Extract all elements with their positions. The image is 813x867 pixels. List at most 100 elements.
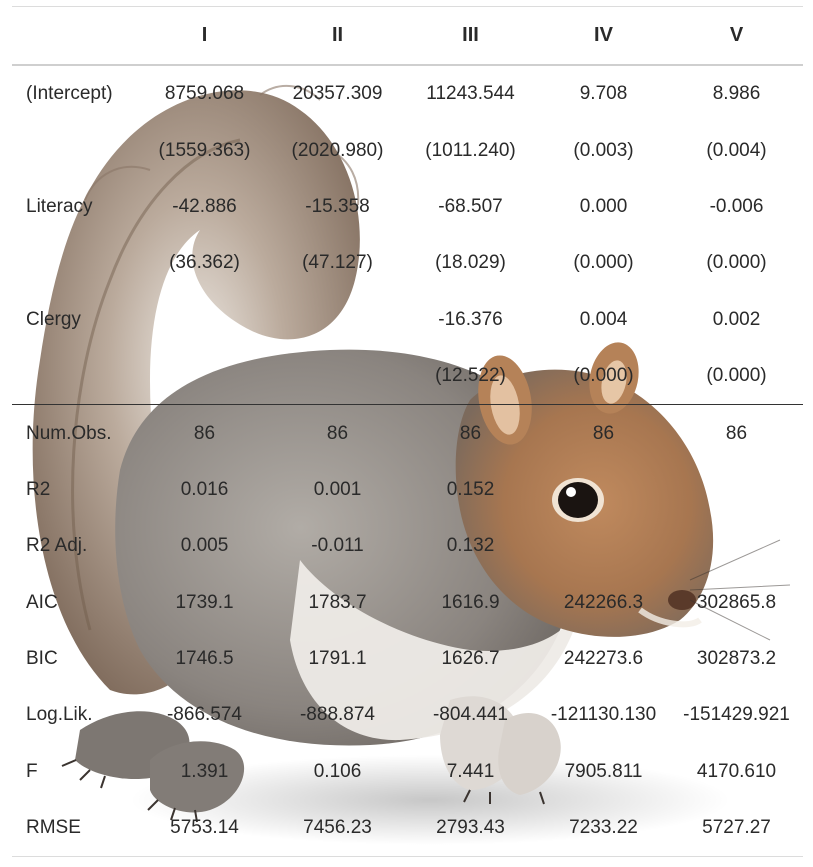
table-cell: 5727.27 — [702, 817, 771, 839]
table-cell: 1626.7 — [441, 648, 500, 670]
table-cell: 0.152 — [446, 478, 495, 500]
table-cell: 1.391 — [180, 760, 229, 782]
table-cell: 242273.6 — [563, 648, 644, 670]
table-cell — [138, 348, 271, 405]
table-cell: 242266.3 — [563, 591, 644, 613]
table-cell: 1616.9 — [441, 591, 500, 613]
table-cell: (2020.980) — [291, 139, 384, 161]
row-label — [12, 122, 138, 178]
row-label: BIC — [26, 648, 58, 670]
table-cell: 1739.1 — [175, 591, 234, 613]
coef-row-clergy: Clergy -16.376 0.004 0.002 — [12, 292, 803, 348]
row-label: AIC — [26, 591, 58, 613]
gof-row-r2-adj: R2 Adj. 0.005 -0.011 0.132 — [12, 518, 803, 574]
coefficient-section: (Intercept) 8759.068 20357.309 11243.544… — [12, 65, 803, 405]
table-cell: 86 — [592, 422, 615, 444]
coef-row-literacy-se: (36.362) (47.127) (18.029) (0.000) (0.00… — [12, 235, 803, 291]
header-cell-blank — [12, 7, 138, 66]
table-cell: -866.574 — [166, 704, 242, 726]
squirrel-shadow — [130, 755, 730, 845]
table-cell: 9.708 — [579, 83, 628, 105]
table-cell: -151429.921 — [683, 704, 790, 726]
table-cell: 5753.14 — [170, 817, 239, 839]
squirrel-legs — [61, 696, 561, 823]
header-row: I II III IV V — [12, 6, 803, 66]
gof-row-num-obs: Num.Obs. 86 86 86 86 86 — [12, 404, 803, 462]
header-cell-model-2: II — [331, 24, 344, 46]
gof-row-log-lik: Log.Lik. -866.574 -888.874 -804.441 -121… — [12, 687, 803, 743]
table-cell: 8759.068 — [164, 83, 245, 105]
table-header: I II III IV V — [12, 6, 803, 66]
table-cell: (18.029) — [435, 252, 506, 274]
row-label: R2 — [26, 478, 51, 500]
table-cell: (47.127) — [302, 252, 373, 274]
table-cell: 0.000 — [579, 195, 628, 217]
table-cell: 7905.811 — [564, 760, 643, 782]
row-label: R2 Adj. — [26, 535, 88, 557]
row-label — [12, 348, 138, 405]
table-cell: (0.000) — [573, 252, 634, 274]
table-cell: 1746.5 — [175, 648, 234, 670]
table-cell: 302873.2 — [696, 648, 777, 670]
table-cell — [271, 348, 404, 405]
table-cell: 86 — [326, 422, 349, 444]
table-cell: 86 — [193, 422, 216, 444]
regression-table: I II III IV V (Intercept) 8759.068 20357… — [12, 6, 803, 857]
header-cell-model-4: IV — [594, 24, 613, 46]
table-cell: (1011.240) — [425, 139, 516, 161]
table-cell: 8.986 — [712, 83, 761, 105]
squirrel-head — [455, 342, 791, 641]
table-cell: (0.004) — [706, 139, 767, 161]
coef-row-literacy: Literacy -42.886 -15.358 -68.507 0.000 -… — [12, 179, 803, 235]
table-cell: 86 — [459, 422, 482, 444]
row-label: Clergy — [26, 308, 81, 330]
table-cell: 302865.8 — [696, 591, 777, 613]
table-cell: 1791.1 — [308, 648, 367, 670]
table-cell — [670, 462, 803, 518]
table-cell: 2793.43 — [436, 817, 505, 839]
gof-row-f: F 1.391 0.106 7.441 7905.811 4170.610 — [12, 744, 803, 800]
table-cell: -15.358 — [305, 195, 370, 217]
table-cell: -0.011 — [311, 535, 364, 557]
table-cell: 11243.544 — [426, 83, 515, 105]
table-cell: -888.874 — [299, 704, 375, 726]
table-cell: 0.002 — [712, 308, 761, 330]
gof-row-r2: R2 0.016 0.001 0.152 — [12, 462, 803, 518]
gof-row-aic: AIC 1739.1 1783.7 1616.9 242266.3 302865… — [12, 575, 803, 631]
table-cell — [670, 518, 803, 574]
goodness-of-fit-section: Num.Obs. 86 86 86 86 86 R2 0.016 0.001 0… — [12, 404, 803, 857]
row-label: Log.Lik. — [26, 704, 93, 726]
coef-row-intercept-se: (1559.363) (2020.980) (1011.240) (0.003)… — [12, 122, 803, 178]
table-cell: 0.132 — [446, 535, 495, 557]
row-label: (Intercept) — [26, 83, 113, 105]
header-cell-model-3: III — [462, 24, 479, 46]
header-cell-model-5: V — [729, 24, 744, 46]
table-cell: 0.001 — [313, 478, 362, 500]
table-cell: 7233.22 — [569, 817, 638, 839]
table-cell: (0.000) — [706, 252, 767, 274]
header-cell-model-1: I — [201, 24, 208, 46]
table-cell: -16.376 — [438, 308, 503, 330]
table-cell — [537, 518, 670, 574]
row-label: F — [26, 760, 38, 782]
table-cell: (12.522) — [435, 365, 506, 387]
table-cell: 0.004 — [579, 308, 628, 330]
table-cell: -121130.130 — [550, 704, 657, 726]
table-cell: (0.003) — [573, 139, 634, 161]
table-cell: -68.507 — [438, 195, 503, 217]
table-cell: 86 — [725, 422, 748, 444]
table-cell — [138, 292, 271, 348]
table-cell: 0.005 — [180, 535, 229, 557]
table-cell — [537, 462, 670, 518]
row-label — [12, 235, 138, 291]
table-cell: (0.000) — [706, 365, 767, 387]
coef-row-intercept: (Intercept) 8759.068 20357.309 11243.544… — [12, 65, 803, 122]
table-cell: -42.886 — [172, 195, 237, 217]
row-label: Literacy — [26, 195, 93, 217]
table-cell — [271, 292, 404, 348]
table-cell: (0.000) — [573, 365, 634, 387]
table-cell: 20357.309 — [292, 83, 383, 105]
table-cell: (1559.363) — [158, 139, 251, 161]
coef-row-clergy-se: (12.522) (0.000) (0.000) — [12, 348, 803, 405]
